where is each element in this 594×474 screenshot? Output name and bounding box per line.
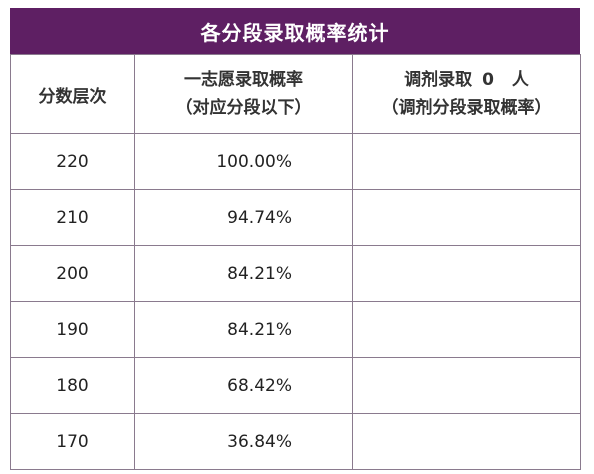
adjust-unit: 人: [511, 70, 529, 90]
rate-cell: 94.74%: [134, 189, 353, 246]
score-cell: 190: [10, 301, 135, 358]
rate-cell: 84.21%: [134, 301, 353, 358]
header-row: 分数层次 一志愿录取概率 （对应分段以下） 调剂录取 0 人 （调剂分段录取概率）: [10, 54, 581, 134]
adjust-cell: [352, 301, 581, 358]
probability-table: 分数层次 一志愿录取概率 （对应分段以下） 调剂录取 0 人 （调剂分段录取概率） …: [10, 54, 581, 470]
table-row: 200 84.21%: [10, 245, 581, 302]
score-cell: 210: [10, 189, 135, 246]
score-level-header-label: 分数层次: [38, 86, 107, 107]
adjust-cell: [352, 413, 581, 470]
adjust-cell: [352, 189, 581, 246]
adjust-header: 调剂录取 0 人 （调剂分段录取概率）: [352, 54, 581, 134]
adjust-header-line2: （调剂分段录取概率）: [381, 98, 552, 118]
score-cell: 200: [10, 245, 135, 302]
first-choice-header-line2: （对应分段以下）: [175, 98, 312, 118]
table-title: 各分段录取概率统计: [10, 8, 580, 54]
adjust-cell: [352, 357, 581, 414]
score-cell: 180: [10, 357, 135, 414]
adjust-header-prefix: 调剂录取: [404, 70, 473, 90]
first-choice-header: 一志愿录取概率 （对应分段以下）: [134, 54, 353, 134]
adjust-header-line1: 调剂录取 0 人: [353, 66, 580, 94]
adjust-cell: [352, 245, 581, 302]
rate-cell: 84.21%: [134, 245, 353, 302]
table-row: 190 84.21%: [10, 301, 581, 358]
score-level-header: 分数层次: [10, 54, 135, 134]
table-row: 210 94.74%: [10, 189, 581, 246]
table-row: 220 100.00%: [10, 133, 581, 190]
score-cell: 220: [10, 133, 135, 190]
table-row: 180 68.42%: [10, 357, 581, 414]
score-cell: 170: [10, 413, 135, 470]
table-row: 170 36.84%: [10, 413, 581, 470]
rate-cell: 100.00%: [134, 133, 353, 190]
adjust-count: 0: [482, 70, 494, 90]
first-choice-header-line1: 一志愿录取概率: [184, 70, 303, 90]
rate-cell: 36.84%: [134, 413, 353, 470]
probability-table-panel: 各分段录取概率统计 分数层次 一志愿录取概率 （对应分段以下） 调剂录取 0 人 （…: [10, 8, 581, 470]
adjust-cell: [352, 133, 581, 190]
rate-cell: 68.42%: [134, 357, 353, 414]
